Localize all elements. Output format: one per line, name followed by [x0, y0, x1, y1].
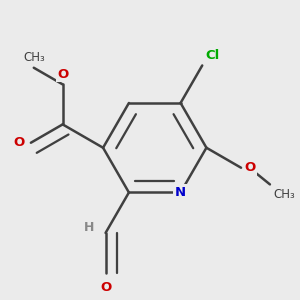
Text: O: O [57, 68, 68, 81]
Text: O: O [13, 136, 24, 149]
Text: Cl: Cl [206, 49, 220, 62]
Text: CH₃: CH₃ [23, 51, 45, 64]
Text: H: H [83, 221, 94, 234]
Text: O: O [244, 161, 256, 174]
Text: N: N [175, 186, 186, 199]
Text: CH₃: CH₃ [273, 188, 295, 201]
Text: O: O [100, 281, 111, 294]
